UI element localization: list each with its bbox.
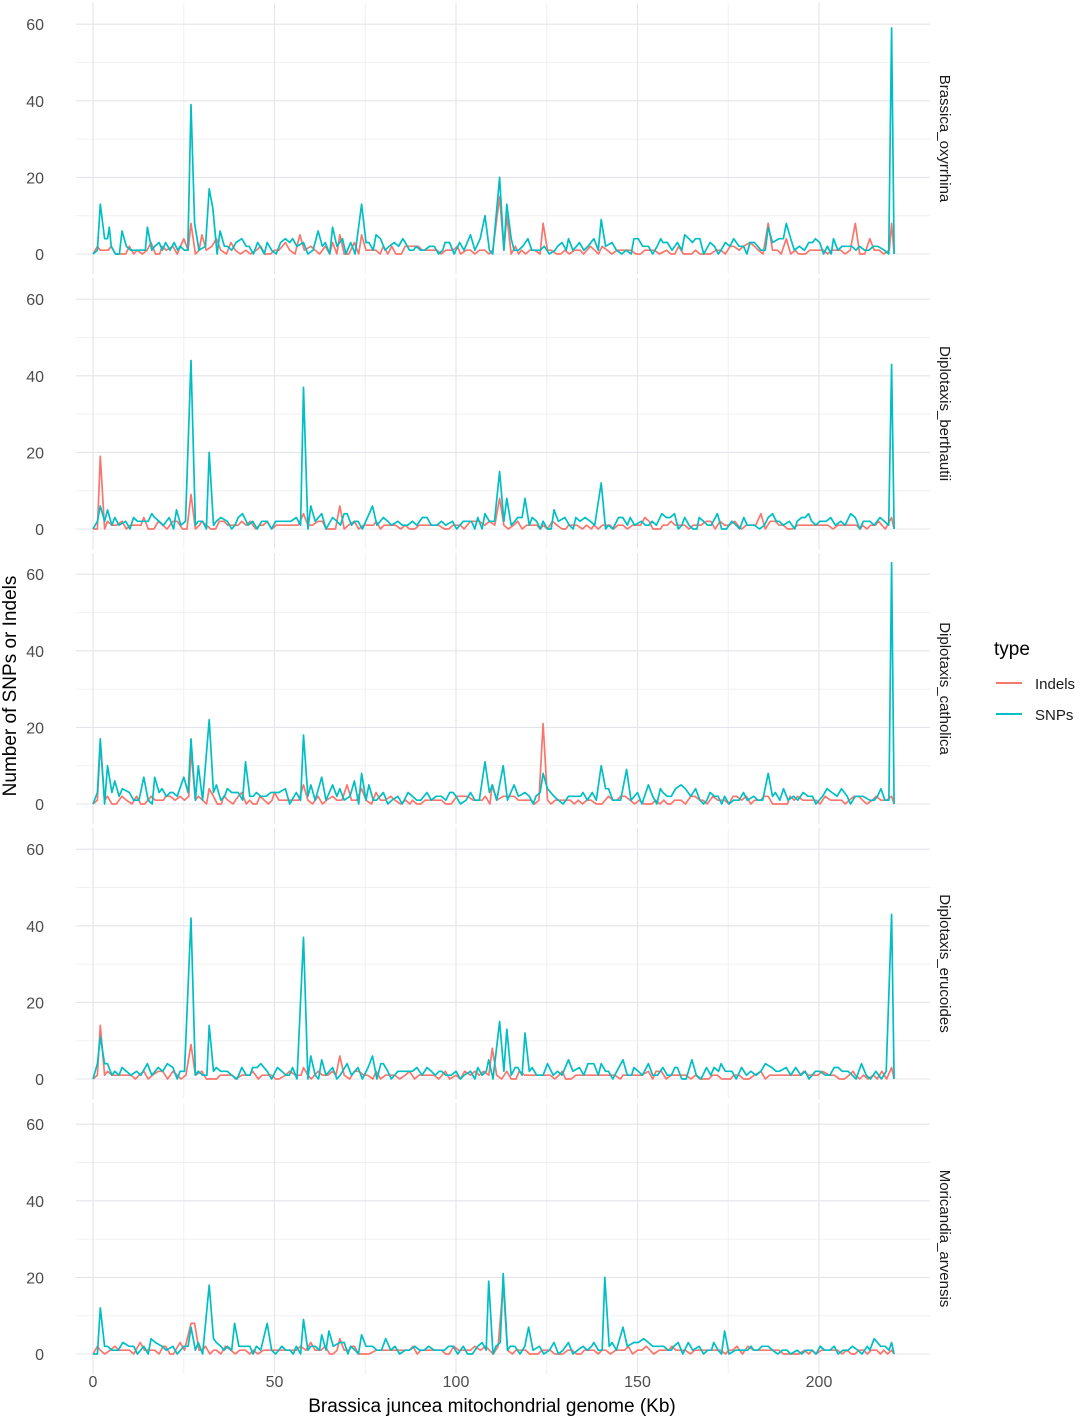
x-axis: 0 50 100 150 200 [89,1374,833,1391]
strip-label: Diplotaxis_berthautii [936,346,953,481]
y-tick-label: 0 [35,522,44,539]
y-tick-label: 60 [26,567,44,584]
y-axis-title: Number of SNPs or Indels [0,576,21,797]
x-tick-label: 150 [624,1374,651,1391]
series-line-snps [92,27,895,255]
panel-Diplotaxis_berthautii: 0 20 40 60 [26,278,930,549]
x-axis-title: Brassica juncea mitochondrial genome (Kb… [308,1396,676,1417]
legend-label-indels: Indels [1035,676,1075,693]
y-tick-label: 20 [26,720,44,737]
y-tick-label: 60 [26,1117,44,1134]
panel-Diplotaxis_catholica: 0 20 40 60 [26,553,930,824]
y-tick-label: 0 [35,1347,44,1364]
y-tick-label: 20 [26,995,44,1012]
panel-Diplotaxis_erucoides: 0 20 40 60 [26,828,930,1099]
y-tick-label: 20 [26,445,44,462]
y-tick-label: 0 [35,1072,44,1089]
y-tick-label: 40 [26,369,44,386]
y-tick-label: 60 [26,17,44,34]
x-tick-label: 200 [806,1374,833,1391]
y-tick-label: 20 [26,170,44,187]
y-tick-label: 40 [26,644,44,661]
strip-label: Diplotaxis_erucoides [936,894,953,1032]
series-line-snps [92,561,895,805]
legend-title: type [994,639,1030,660]
x-tick-label: 50 [266,1374,284,1391]
strip-label: Brassica_oxyrrhina [936,75,953,203]
y-tick-label: 60 [26,292,44,309]
strip-label: Diplotaxis_catholica [936,622,953,755]
y-tick-label: 60 [26,842,44,859]
series-line-indels [92,1024,895,1080]
legend: type Indels SNPs [994,639,1075,724]
facet-strips: Brassica_oxyrrhina Diplotaxis_berthautii D… [936,75,953,1308]
legend-label-snps: SNPs [1035,707,1073,724]
panel-Moricandia_arvensis: 0 20 40 60 [26,1103,930,1374]
series-line-snps [92,359,895,530]
series-line-snps [92,913,895,1080]
strip-label: Moricandia_arvensis [936,1170,953,1308]
series-line-snps [93,1272,895,1355]
y-tick-label: 40 [26,94,44,111]
y-tick-label: 20 [26,1270,44,1287]
y-tick-label: 0 [35,247,44,264]
y-tick-label: 40 [26,919,44,936]
chart-panels: 0 20 40 60 0 20 40 60 0 20 40 60 0 20 40 60 0 20 40 60 [26,3,930,1374]
panel-Brassica_oxyrrhina: 0 20 40 60 [26,3,930,274]
x-tick-label: 100 [443,1374,470,1391]
y-tick-label: 0 [35,797,44,814]
series-line-indels [92,1284,895,1355]
series-line-indels [93,455,895,530]
x-tick-label: 0 [89,1374,98,1391]
y-tick-label: 40 [26,1194,44,1211]
